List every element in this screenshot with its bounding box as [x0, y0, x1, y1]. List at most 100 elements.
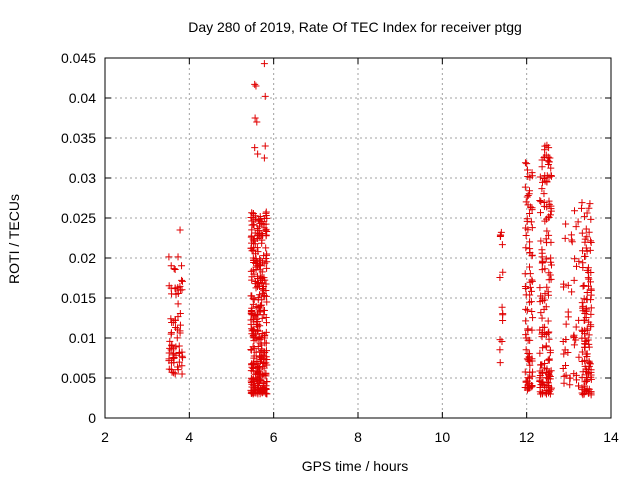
x-tick-labels: 2 4 6 8 10 12 14: [101, 429, 619, 445]
data-point: [524, 350, 532, 358]
data-point: [262, 254, 270, 262]
data-point: [172, 290, 180, 298]
data-point: [585, 204, 593, 212]
data-point: [539, 258, 547, 266]
data-point: [496, 359, 504, 367]
data-point: [583, 233, 591, 241]
data-point: [252, 348, 260, 356]
data-point: [568, 288, 576, 296]
data-point: [250, 270, 258, 278]
data-point: [496, 346, 504, 354]
data-point: [570, 341, 578, 349]
data-point: [262, 225, 270, 233]
data-point: [524, 201, 532, 209]
data-point: [521, 270, 529, 278]
data-point: [250, 383, 258, 391]
data-point: [523, 160, 531, 168]
data-point: [521, 183, 529, 191]
data-point: [544, 356, 552, 364]
data-point: [523, 193, 531, 201]
data-point: [567, 231, 575, 239]
data-point: [173, 325, 181, 333]
data-point: [251, 144, 259, 152]
data-point: [258, 314, 266, 322]
data-point: [538, 368, 546, 376]
data-point: [583, 209, 591, 217]
x-tick-label: 6: [270, 429, 278, 445]
x-tick-label: 2: [101, 429, 109, 445]
data-point: [256, 266, 264, 274]
data-point: [583, 306, 591, 314]
data-point: [254, 216, 262, 224]
data-point: [247, 213, 255, 221]
data-point: [253, 310, 261, 318]
data-point: [581, 343, 589, 351]
data-point: [585, 282, 593, 290]
data-point: [496, 336, 504, 344]
grid-lines: [105, 58, 611, 418]
data-point: [176, 321, 184, 329]
data-point: [572, 323, 580, 331]
data-point: [528, 172, 536, 180]
data-point: [538, 253, 546, 261]
data-point: [251, 114, 259, 122]
data-point: [587, 237, 595, 245]
data-point: [171, 285, 179, 293]
data-point: [545, 389, 553, 397]
data-point: [247, 377, 255, 385]
data-point: [248, 232, 256, 240]
data-point: [587, 238, 595, 246]
data-point: [523, 306, 531, 314]
data-point: [547, 238, 555, 246]
data-point: [526, 263, 534, 271]
data-point: [174, 253, 182, 261]
data-point: [537, 198, 545, 206]
y-tick-label: 0.01: [69, 330, 96, 346]
data-point: [545, 144, 553, 152]
data-point: [545, 328, 553, 336]
data-point: [528, 287, 536, 295]
data-point: [547, 172, 555, 180]
data-point: [179, 354, 187, 362]
data-point: [260, 60, 268, 68]
data-point: [522, 377, 530, 385]
data-point: [560, 372, 568, 380]
data-point: [545, 231, 553, 239]
data-point: [529, 368, 537, 376]
data-point: [561, 346, 569, 354]
data-point: [539, 344, 547, 352]
data-point: [254, 275, 262, 283]
data-point: [165, 365, 173, 373]
data-point: [546, 154, 554, 162]
data-point: [578, 357, 586, 365]
data-point: [546, 375, 554, 383]
data-point: [522, 317, 530, 325]
data-point: [524, 172, 532, 180]
data-point: [582, 225, 590, 233]
data-point: [538, 163, 546, 171]
data-point: [578, 348, 586, 356]
data-point: [260, 364, 268, 372]
data-point: [249, 315, 257, 323]
data-point: [536, 372, 544, 380]
data-point: [526, 238, 534, 246]
data-point: [247, 320, 255, 328]
data-point: [587, 268, 595, 276]
data-point: [522, 305, 530, 313]
data-point: [547, 384, 555, 392]
data-point: [528, 357, 536, 365]
data-point: [546, 271, 554, 279]
data-point: [583, 350, 591, 358]
data-point: [178, 262, 186, 270]
data-point: [536, 196, 544, 204]
data-point: [581, 238, 589, 246]
data-point: [260, 307, 268, 315]
data-point: [254, 280, 262, 287]
data-point: [560, 379, 568, 387]
x-tick-label: 4: [185, 429, 193, 445]
data-point: [544, 317, 552, 325]
y-tick-labels: 0 0.005 0.01 0.015 0.02 0.025 0.03 0.035 0.04 0.0…: [61, 50, 96, 426]
data-point: [524, 384, 532, 392]
data-point: [562, 320, 570, 328]
data-point: [256, 335, 264, 343]
